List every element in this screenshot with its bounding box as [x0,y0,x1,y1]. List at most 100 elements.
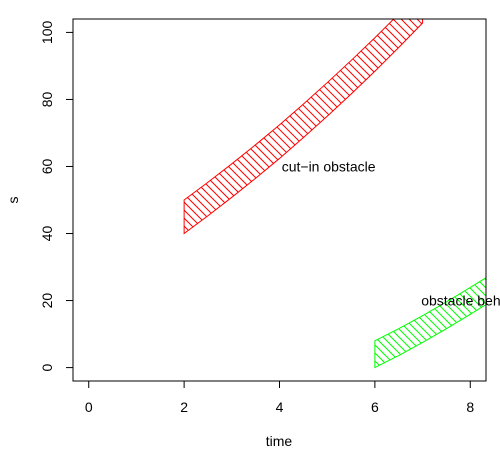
hatch-line [184,19,214,234]
hatch-line [184,19,374,234]
hatch-line [374,277,454,368]
hatch-line [352,19,423,234]
hatch-line [184,19,406,234]
hatch-line [374,277,398,368]
hatch-line [374,277,486,368]
hatch-line [184,19,423,234]
hatch-line [374,277,486,368]
hatch-line [374,277,422,368]
hatch-line [0,0,293,399]
hatch-line [184,19,206,234]
hatch-line [184,19,230,234]
plot-area [0,0,500,399]
y-tick-label: 20 [39,293,55,309]
hatch-line [457,0,500,399]
hatch-line [184,19,423,234]
hatch-line [0,0,357,399]
hatch-line [184,19,302,234]
hatch-line [184,19,222,234]
hatch-line [184,19,414,234]
hatch-line [374,277,486,368]
hatch-line [184,19,238,234]
hatch-line [374,277,446,368]
hatch-line [184,19,294,234]
series-band-1 [0,0,500,399]
hatch-line [280,19,423,234]
hatch-line [376,19,423,234]
hatch-line [184,19,423,234]
hatch-line [374,277,486,368]
hatch-line [374,277,486,368]
hatch-line [374,277,486,368]
hatch-line [184,19,390,234]
hatch-line [184,19,342,234]
hatch-line [0,0,149,399]
hatch-line [192,19,423,234]
hatch-line [184,19,190,234]
hatch-line [374,277,486,368]
hatch-line [449,0,500,399]
hatch-line [0,0,309,399]
y-tick-label: 0 [39,363,55,371]
y-tick-label: 80 [39,91,55,107]
annotation-layer: cut−in obstacle obstacle behind [282,158,500,308]
hatch-line [374,277,486,368]
hatch-line [464,277,486,368]
hatch-line [304,19,423,234]
series-annotation: cut−in obstacle [282,158,376,174]
hatch-line [184,19,246,234]
hatch-line [374,277,486,368]
hatch-line [320,19,423,234]
hatch-line [184,19,254,234]
hatch-line [0,0,277,399]
hatch-line [374,277,486,368]
hatch-line [374,277,486,368]
hatch-line [0,0,173,399]
hatch-line [0,0,197,399]
hatch-line [374,277,478,368]
hatch-line [374,277,486,368]
hatch-line [0,0,253,399]
hatch-line [0,0,245,399]
hatch-line [374,277,486,368]
hatch-line [248,19,423,234]
hatch-line [0,0,317,399]
hatch-line [441,0,500,399]
hatch-line [184,19,423,234]
hatch-line [184,19,423,234]
hatch-line [0,0,365,399]
hatch-line [216,19,423,234]
hatch-line [0,0,149,399]
hatch-line [374,277,414,368]
hatch-line [374,277,486,368]
hatch-line [433,0,500,399]
hatch-line [184,19,423,234]
hatch-line [0,0,165,399]
hatch-line [360,19,423,234]
hatch-line [374,277,486,368]
hatch-line [0,0,165,399]
hatch-line [184,19,423,234]
hatch-line [481,0,500,399]
hatch-line [368,19,423,234]
hatch-line [184,19,198,234]
hatch-line [296,19,423,234]
hatch-line [374,277,390,368]
y-axis: 0 20 40 60 80 100 [39,21,74,371]
hatch-line [0,0,349,399]
hatch-line [374,277,486,368]
hatch-line [0,0,301,399]
hatch-line [184,19,422,234]
hatch-line [489,0,500,399]
hatch-line [184,19,423,234]
hatch-line [184,19,423,234]
hatch-line [432,277,486,368]
hatch-line [400,19,423,234]
hatch-line [184,19,423,234]
series-outline-0 [183,19,424,235]
hatch-line [374,277,486,368]
hatch-line [374,277,486,368]
hatch-line [416,19,423,234]
hatch-line [184,19,423,234]
